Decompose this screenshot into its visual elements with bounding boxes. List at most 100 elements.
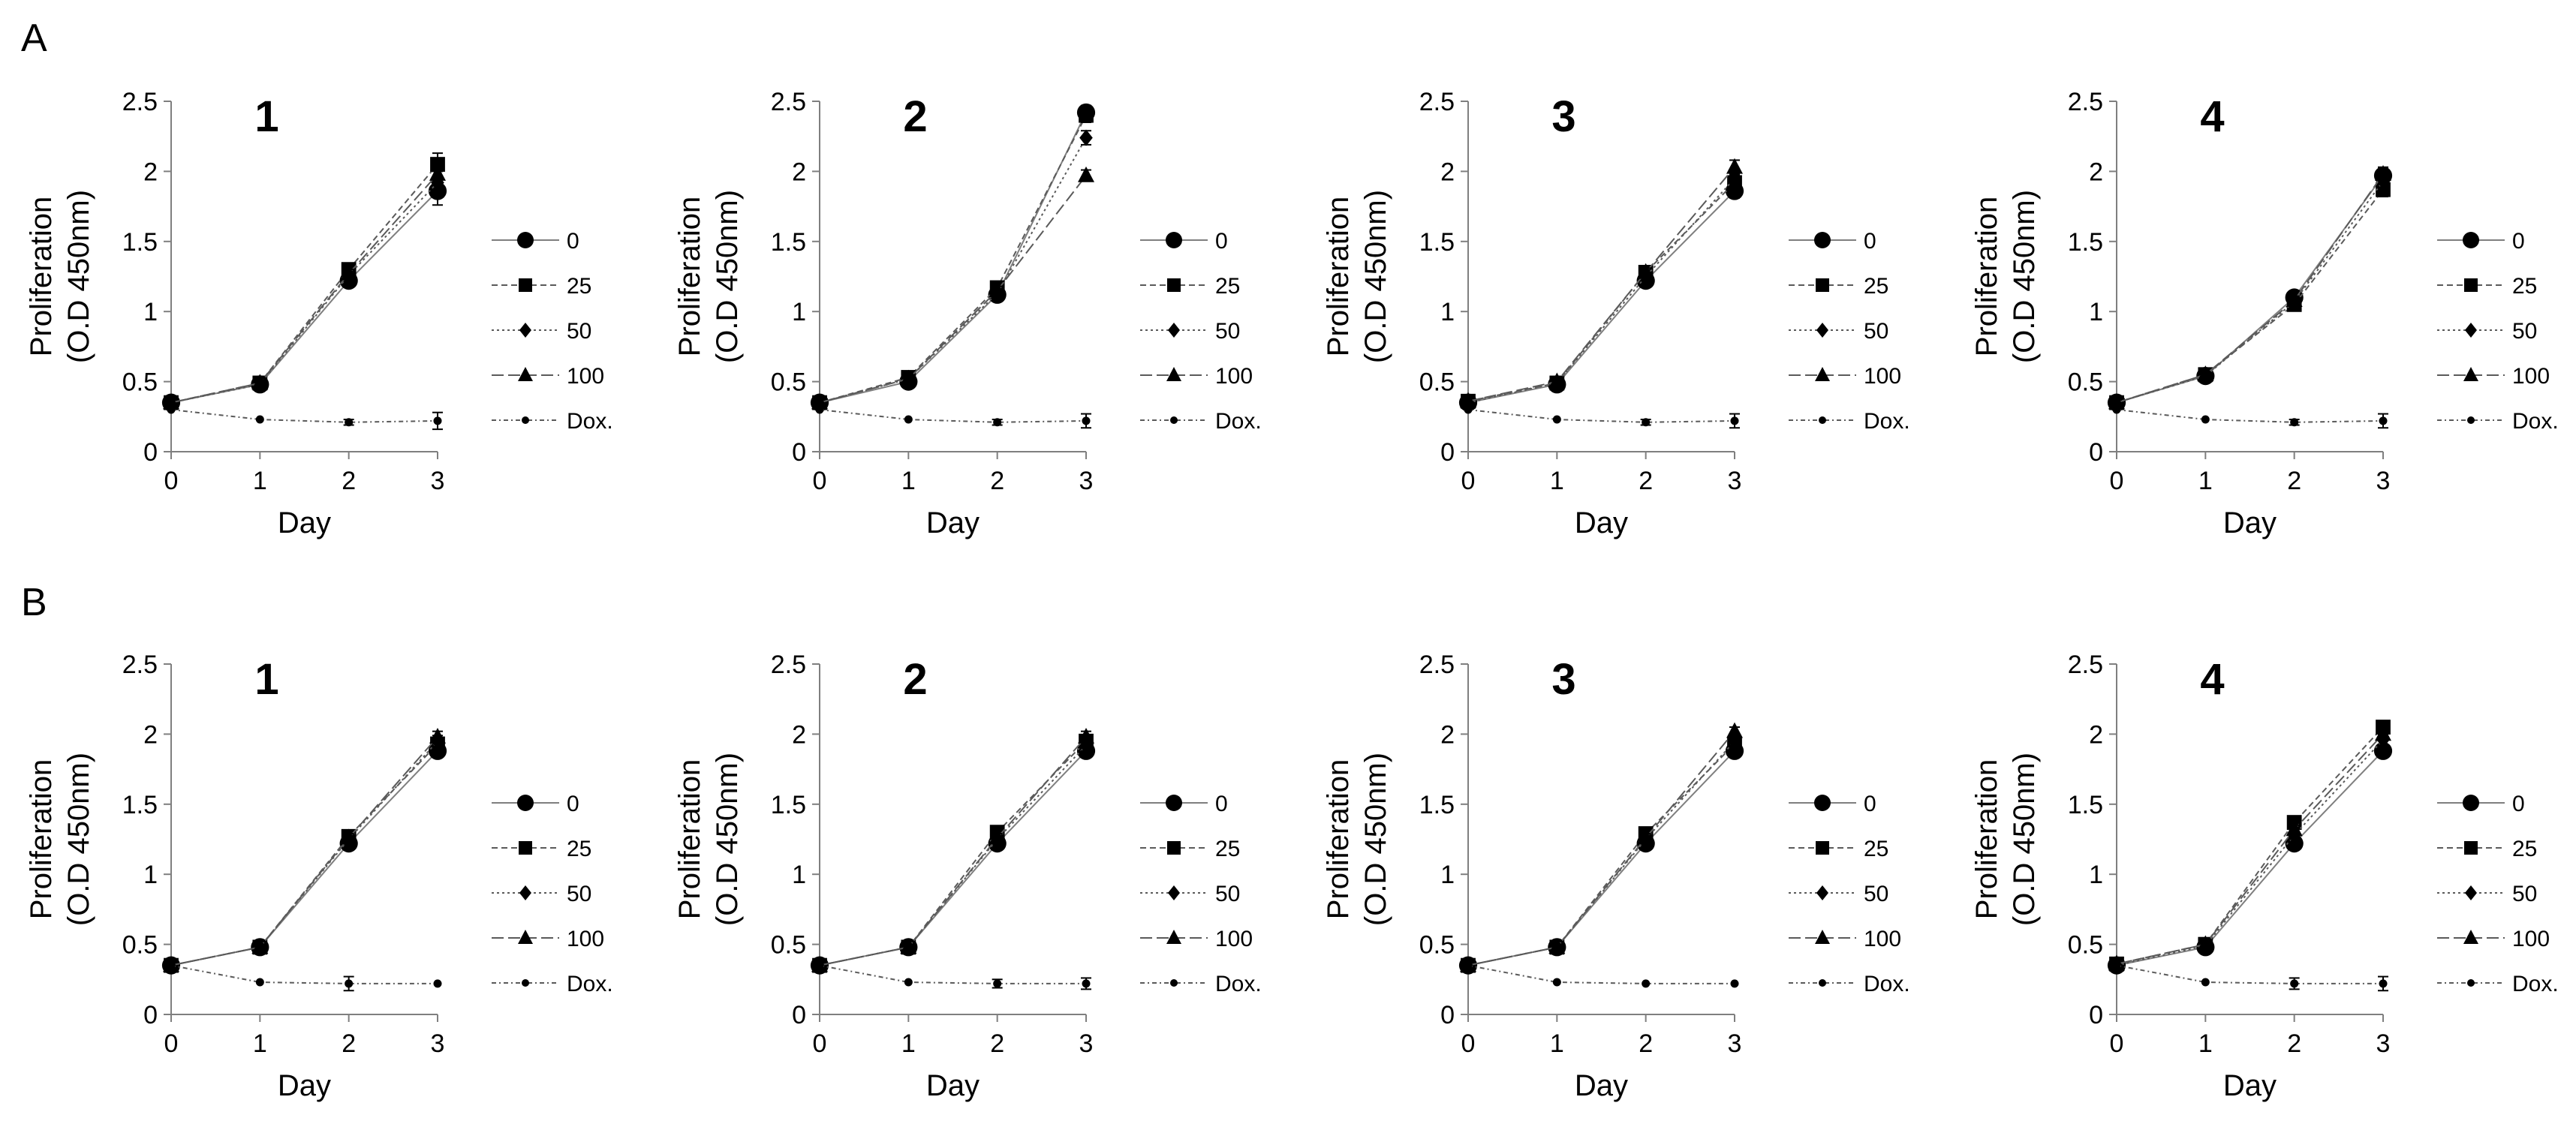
legend-marker bbox=[1166, 930, 1181, 944]
y-tick-label: 0 bbox=[792, 438, 806, 467]
x-tick-label: 1 bbox=[253, 1029, 267, 1058]
y-tick-label: 0 bbox=[2089, 1001, 2103, 1029]
data-point bbox=[2108, 393, 2125, 410]
y-axis-label-line1: Proliferation bbox=[1322, 197, 1355, 356]
chart-b-1: 0 0.5 1 1.5 2 2.5 0 1 2 3 1 Day Proliferation (O.D 45… bbox=[25, 651, 613, 1102]
series-50 bbox=[2110, 731, 2390, 974]
legend-label: 0 bbox=[2512, 229, 2525, 254]
panel-letter-b: B bbox=[21, 581, 47, 624]
data-point bbox=[1552, 415, 1561, 424]
series-line bbox=[170, 408, 438, 423]
y-tick-label: 1 bbox=[2089, 298, 2103, 326]
data-point bbox=[433, 416, 442, 425]
series-line bbox=[170, 736, 438, 966]
data-point bbox=[815, 405, 824, 414]
data-point bbox=[340, 264, 357, 281]
legend-marker bbox=[1170, 979, 1178, 987]
x-axis-label: Day bbox=[926, 506, 980, 539]
legend-label: 25 bbox=[567, 837, 591, 861]
x-axis-label: Day bbox=[278, 506, 331, 539]
legend-marker bbox=[2465, 323, 2477, 338]
y-tick-label: 0 bbox=[1440, 1001, 1455, 1029]
y-tick-label: 1 bbox=[1440, 861, 1455, 889]
series-line bbox=[2116, 964, 2383, 984]
legend-marker bbox=[2463, 795, 2479, 811]
series-line bbox=[2116, 750, 2384, 966]
y-tick-label: 1.5 bbox=[122, 791, 158, 819]
data-point bbox=[340, 828, 357, 845]
data-point bbox=[251, 938, 269, 954]
legend-marker bbox=[518, 930, 533, 944]
data-point bbox=[163, 393, 179, 410]
series-25 bbox=[812, 733, 1094, 973]
series-dox bbox=[167, 405, 443, 431]
x-tick-label: 1 bbox=[901, 1029, 916, 1058]
series-line bbox=[170, 964, 438, 984]
data-point bbox=[2201, 978, 2210, 987]
legend-marker bbox=[1814, 795, 1831, 811]
x-axis-label: Day bbox=[926, 1069, 980, 1102]
legend-label: Dox. bbox=[1215, 972, 1262, 996]
series-dox bbox=[2112, 405, 2388, 429]
y-axis-label-line1: Proliferation bbox=[1970, 197, 2003, 356]
y-axis-label-line1: Proliferation bbox=[1970, 759, 2003, 919]
y-axis-label-line2: (O.D 450nm) bbox=[1359, 753, 1392, 926]
y-axis-label-line1: Proliferation bbox=[673, 197, 706, 356]
series-line bbox=[170, 164, 438, 404]
legend-marker bbox=[519, 885, 531, 900]
y-tick-label: 2 bbox=[1440, 720, 1455, 749]
x-axis-label: Day bbox=[1575, 506, 1628, 539]
data-point bbox=[345, 418, 354, 427]
legend-marker bbox=[1168, 885, 1180, 900]
legend-marker bbox=[2464, 278, 2478, 292]
x-axis-label: Day bbox=[2223, 506, 2277, 539]
data-point bbox=[429, 165, 446, 181]
chart-b-2: 0 0.5 1 1.5 2 2.5 0 1 2 3 2 Day Proliferation (O.D 45… bbox=[673, 651, 1262, 1102]
series-line bbox=[819, 964, 1086, 984]
data-point bbox=[1637, 828, 1654, 845]
legend-marker bbox=[522, 416, 529, 424]
legend-marker bbox=[1167, 841, 1181, 855]
series-dox bbox=[2112, 961, 2388, 992]
legend-label: 50 bbox=[567, 882, 591, 906]
legend-label: 50 bbox=[2512, 319, 2537, 344]
chart-title: 3 bbox=[1551, 655, 1575, 704]
legend-label: 0 bbox=[567, 792, 579, 816]
data-point bbox=[255, 978, 264, 987]
legend-marker bbox=[1816, 278, 1829, 292]
legend-label: 0 bbox=[2512, 792, 2525, 816]
x-tick-label: 1 bbox=[1550, 1029, 1564, 1058]
series-line bbox=[819, 736, 1087, 966]
series-line bbox=[2116, 175, 2384, 404]
series-50 bbox=[164, 732, 444, 974]
series-line bbox=[170, 173, 438, 404]
series-line bbox=[170, 750, 438, 966]
y-tick-label: 0 bbox=[1440, 438, 1455, 467]
legend-marker bbox=[2463, 930, 2478, 944]
legend: 0 25 50 100 Dox. bbox=[2437, 792, 2559, 996]
y-tick-label: 0 bbox=[143, 1001, 158, 1029]
x-tick-label: 2 bbox=[2287, 467, 2301, 495]
y-axis-label-line2: (O.D 450nm) bbox=[711, 190, 744, 363]
series-100 bbox=[2108, 725, 2391, 971]
series-0 bbox=[1458, 741, 1744, 975]
legend-label: 0 bbox=[1864, 229, 1876, 254]
y-tick-label: 1.5 bbox=[771, 791, 806, 819]
series-line bbox=[1467, 743, 1735, 966]
y-tick-label: 1 bbox=[792, 861, 806, 889]
series-50 bbox=[2110, 173, 2390, 411]
data-point bbox=[1078, 728, 1094, 744]
data-point bbox=[1726, 158, 1743, 174]
series-line bbox=[2116, 173, 2384, 404]
legend: 0 25 50 100 Dox. bbox=[492, 229, 613, 434]
series-25 bbox=[812, 107, 1094, 410]
legend-marker bbox=[2463, 367, 2478, 381]
panel-letter-a: A bbox=[21, 17, 47, 60]
series-line bbox=[1467, 741, 1735, 966]
data-point bbox=[2375, 165, 2391, 181]
legend-marker bbox=[1814, 232, 1831, 248]
data-point bbox=[1548, 372, 1566, 389]
legend: 0 25 50 100 Dox. bbox=[492, 792, 613, 996]
series-50 bbox=[1461, 732, 1741, 974]
series-100 bbox=[163, 728, 446, 972]
